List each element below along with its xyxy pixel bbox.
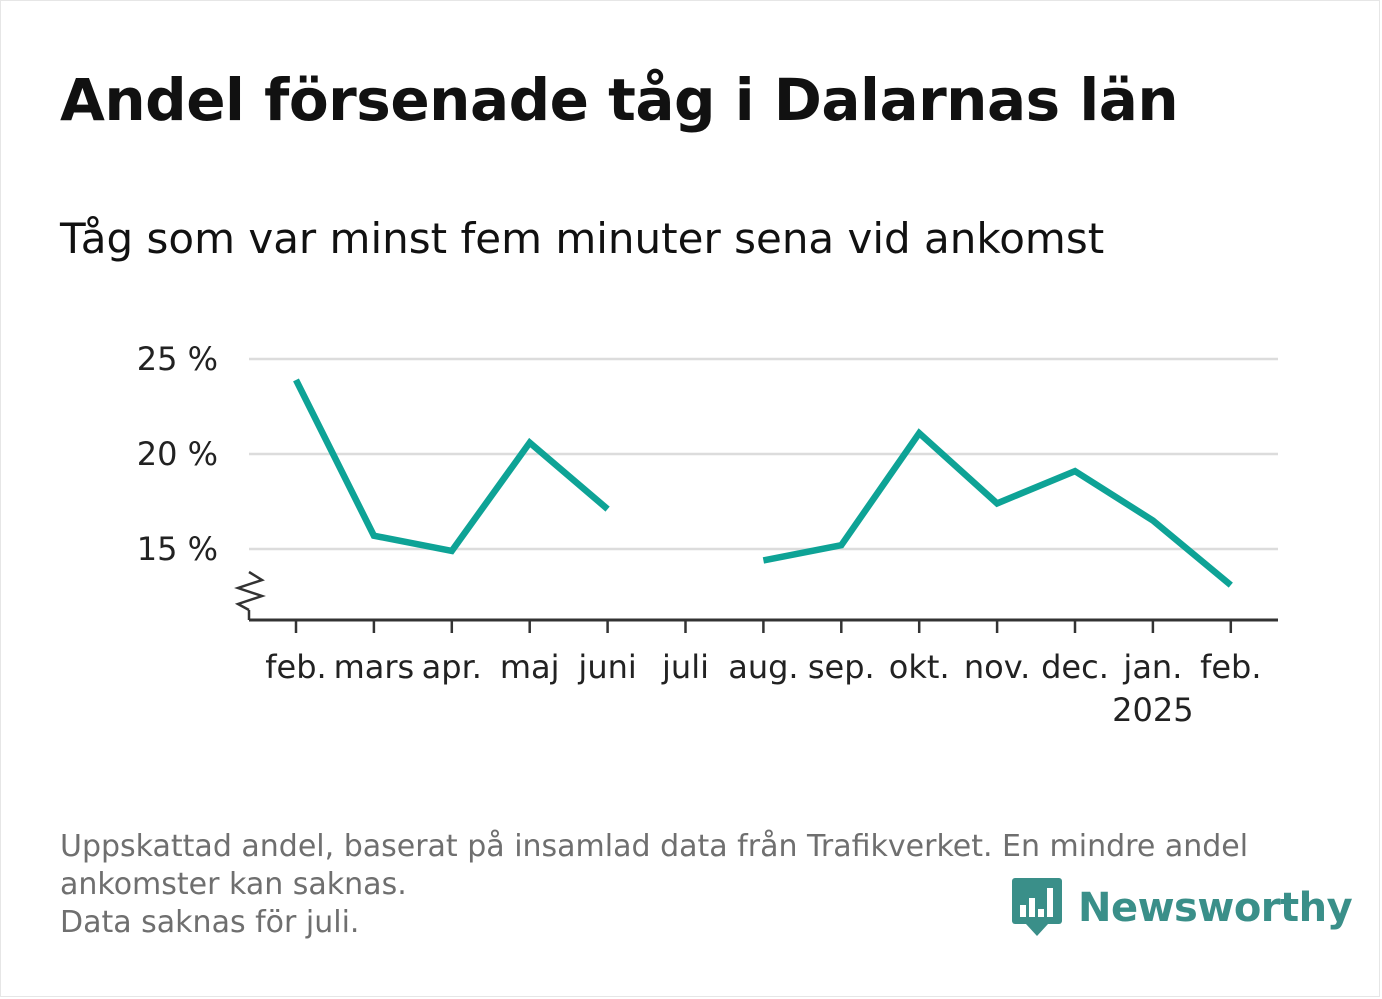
x-axis-ticks: feb. mars apr. maj juni juli aug. sep. okt. nov. d… bbox=[265, 620, 1262, 729]
x-tick-label: mars bbox=[334, 648, 415, 686]
series-lines bbox=[293, 378, 1233, 588]
x-tick-label: jan. bbox=[1122, 648, 1182, 686]
series-line-segment-2 bbox=[762, 428, 1233, 588]
y-tick-label: 15 % bbox=[137, 530, 218, 568]
newsworthy-logo: Newsworthy bbox=[1012, 878, 1353, 938]
series-line-segment-1 bbox=[293, 378, 610, 555]
y-tick-label: 20 % bbox=[137, 435, 218, 473]
x-tick-label: maj bbox=[500, 648, 560, 686]
x-tick-label: juni bbox=[577, 648, 636, 686]
bar-chart-speech-bubble-icon bbox=[1012, 878, 1062, 936]
x-tick-year-label: 2025 bbox=[1112, 691, 1193, 729]
x-tick-label: dec. bbox=[1041, 648, 1109, 686]
y-axis-ticks: 15 % 20 % 25 % bbox=[137, 340, 218, 568]
x-tick-label: juli bbox=[661, 648, 709, 686]
x-tick-label: apr. bbox=[422, 648, 482, 686]
y-tick-label: 25 % bbox=[137, 340, 218, 378]
x-tick-label: feb. bbox=[265, 648, 326, 686]
brand-name: Newsworthy bbox=[1078, 885, 1353, 931]
footnote-line-3: Data saknas för juli. bbox=[60, 905, 360, 940]
chart-title: Andel försenade tåg i Dalarnas län bbox=[60, 66, 1179, 134]
footnote: Uppskattad andel, baserat på insamlad da… bbox=[60, 828, 1320, 942]
x-tick-label: feb. bbox=[1200, 648, 1261, 686]
x-tick-label: okt. bbox=[889, 648, 950, 686]
x-tick-label: nov. bbox=[964, 648, 1030, 686]
footnote-line-2: ankomster kan saknas. bbox=[60, 867, 407, 902]
chart-subtitle: Tåg som var minst fem minuter sena vid a… bbox=[60, 214, 1105, 263]
x-tick-label: sep. bbox=[808, 648, 875, 686]
gridlines bbox=[249, 357, 1278, 551]
footnote-line-1: Uppskattad andel, baserat på insamlad da… bbox=[60, 829, 1249, 864]
x-tick-label: aug. bbox=[728, 648, 798, 686]
y-axis-break-icon bbox=[234, 570, 266, 612]
